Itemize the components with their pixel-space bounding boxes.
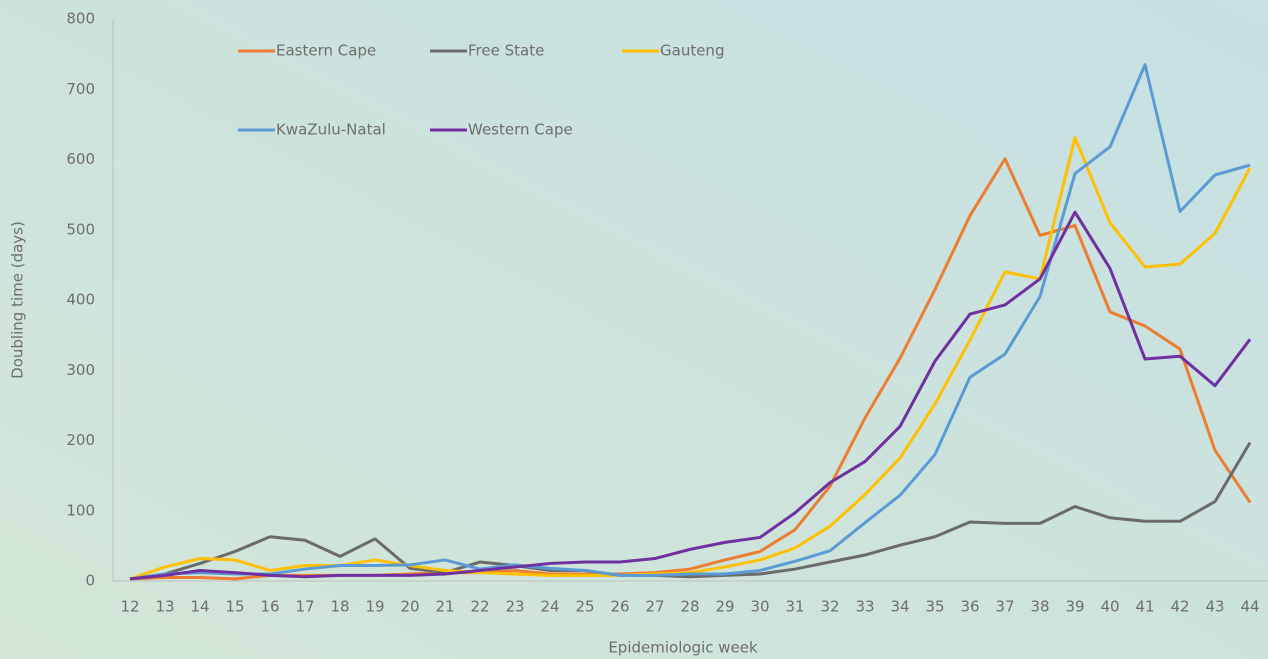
x-tick-label: 35 xyxy=(925,598,944,616)
x-tick-label: 24 xyxy=(540,598,559,616)
x-tick-label: 41 xyxy=(1135,598,1154,616)
x-tick-label: 44 xyxy=(1240,598,1259,616)
legend-label: Eastern Cape xyxy=(276,42,376,60)
y-axis-label: Doubling time (days) xyxy=(9,221,27,379)
y-tick-label: 0 xyxy=(85,572,95,590)
y-tick-label: 600 xyxy=(66,150,95,168)
legend-label: KwaZulu-Natal xyxy=(276,121,386,139)
x-axis-label: Epidemiologic week xyxy=(608,639,758,657)
y-tick-label: 400 xyxy=(66,291,95,309)
x-tick-label: 27 xyxy=(645,598,664,616)
series-line xyxy=(129,210,1252,581)
x-tick-label: 17 xyxy=(295,598,314,616)
series-line xyxy=(129,441,1252,581)
x-tick-label: 22 xyxy=(470,598,489,616)
x-tick-label: 15 xyxy=(225,598,244,616)
x-tick-label: 32 xyxy=(820,598,839,616)
y-tick-label: 700 xyxy=(66,80,95,98)
x-tick-label: 39 xyxy=(1065,598,1084,616)
y-tick-label: 200 xyxy=(66,431,95,449)
legend-label: Free State xyxy=(468,42,544,60)
x-tick-label: 40 xyxy=(1100,598,1119,616)
x-tick-label: 16 xyxy=(260,598,279,616)
x-tick-label: 23 xyxy=(505,598,524,616)
x-tick-label: 34 xyxy=(890,598,909,616)
x-tick-label: 33 xyxy=(855,598,874,616)
x-tick-label: 18 xyxy=(330,598,349,616)
x-tick-label: 43 xyxy=(1205,598,1224,616)
x-tick-label: 14 xyxy=(190,598,209,616)
x-tick-label: 25 xyxy=(575,598,594,616)
x-tick-label: 26 xyxy=(610,598,629,616)
x-tick-label: 20 xyxy=(400,598,419,616)
x-tick-label: 29 xyxy=(715,598,734,616)
x-tick-label: 28 xyxy=(680,598,699,616)
x-tick-label: 12 xyxy=(120,598,139,616)
x-tick-label: 42 xyxy=(1170,598,1189,616)
y-tick-label: 100 xyxy=(66,501,95,519)
x-tick-label: 31 xyxy=(785,598,804,616)
x-tick-label: 21 xyxy=(435,598,454,616)
x-tick-label: 19 xyxy=(365,598,384,616)
x-tick-label: 37 xyxy=(995,598,1014,616)
y-tick-label: 300 xyxy=(66,361,95,379)
x-tick-label: 30 xyxy=(750,598,769,616)
x-tick-label: 36 xyxy=(960,598,979,616)
y-tick-label: 800 xyxy=(66,10,95,28)
legend-label: Western Cape xyxy=(468,121,573,139)
y-tick-label: 500 xyxy=(66,220,95,238)
x-tick-label: 13 xyxy=(155,598,174,616)
series-line xyxy=(129,63,1251,581)
x-tick-label: 38 xyxy=(1030,598,1049,616)
legend-label: Gauteng xyxy=(660,42,724,60)
